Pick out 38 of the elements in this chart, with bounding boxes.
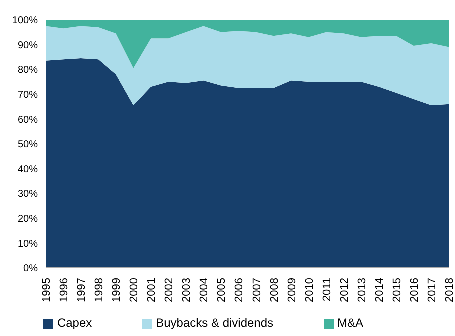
- x-tick-label: 2018: [444, 278, 455, 302]
- x-tick-label: 2005: [216, 278, 228, 302]
- x-tick-label: 2013: [356, 278, 368, 302]
- legend-label: M&A: [338, 316, 364, 330]
- y-tick-label: 70%: [18, 90, 38, 101]
- x-tick-label: 2002: [164, 278, 176, 302]
- x-tick-label: 1997: [76, 278, 88, 302]
- y-tick-label: 30%: [18, 189, 38, 200]
- y-tick-label: 40%: [18, 164, 38, 176]
- x-tick-label: 2000: [128, 278, 141, 302]
- x-tick-label: 2004: [198, 278, 211, 302]
- x-tick-label: 2017: [426, 278, 438, 302]
- y-tick-label: 10%: [18, 238, 38, 250]
- x-tick-label: 1998: [94, 278, 106, 302]
- y-tick-label: 20%: [18, 214, 38, 225]
- y-tick-label: 80%: [18, 65, 38, 76]
- y-tick-label: 50%: [18, 140, 38, 151]
- y-tick-label: 60%: [18, 114, 38, 126]
- x-tick-label: 2001: [146, 278, 158, 302]
- y-tick-label: 100%: [12, 16, 38, 27]
- legend-label: Buybacks & dividends: [156, 316, 274, 330]
- x-tick-label: 2014: [374, 278, 386, 302]
- y-tick-label: 0%: [24, 264, 38, 275]
- y-tick-label: 90%: [18, 40, 38, 52]
- x-tick-label: 1996: [58, 278, 71, 302]
- x-tick-label: 2012: [338, 278, 351, 302]
- legend-label: Capex: [57, 316, 92, 330]
- x-tick-label: 1999: [111, 278, 124, 302]
- x-tick-label: 2007: [251, 278, 264, 302]
- x-tick-label: 2008: [268, 278, 281, 302]
- x-tick-label: 2006: [234, 278, 246, 302]
- x-tick-label: 2009: [286, 278, 298, 302]
- x-tick-label: 2015: [391, 278, 404, 302]
- x-tick-label: 1995: [41, 278, 53, 302]
- x-tick-label: 2011: [321, 278, 334, 302]
- x-tick-label: 2010: [304, 278, 316, 302]
- x-tick-label: 2003: [181, 278, 194, 302]
- x-tick-label: 2016: [408, 278, 421, 302]
